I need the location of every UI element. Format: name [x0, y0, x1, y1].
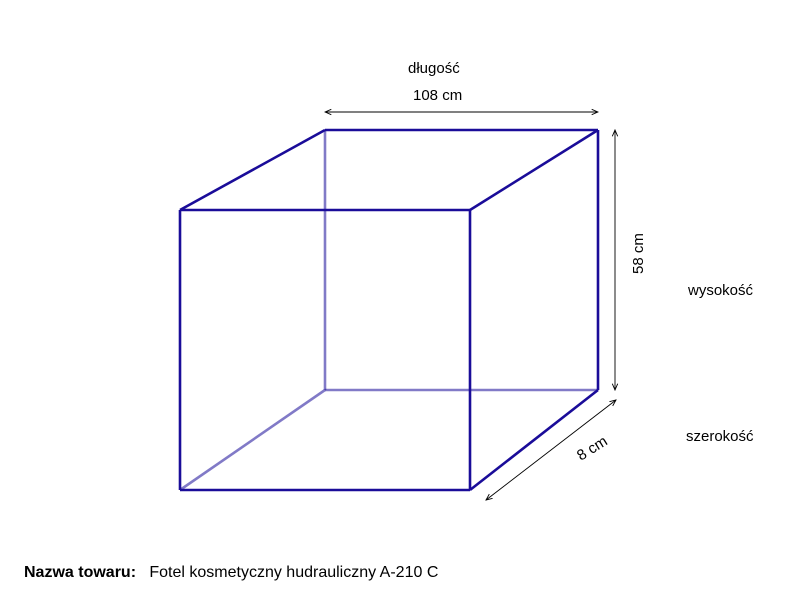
- caption-label: Nazwa towaru:: [24, 564, 136, 581]
- product-caption: Nazwa towaru: Fotel kosmetyczny hudrauli…: [24, 564, 438, 582]
- cube-diagram: [0, 0, 800, 600]
- length-label: długość: [408, 60, 460, 77]
- caption-value: Fotel kosmetyczny hudrauliczny A-210 C: [149, 564, 438, 581]
- length-value: 108 cm: [413, 87, 462, 104]
- height-value: 58 cm: [630, 233, 647, 274]
- height-label: wysokość: [688, 282, 753, 299]
- width-label: szerokość: [686, 428, 754, 445]
